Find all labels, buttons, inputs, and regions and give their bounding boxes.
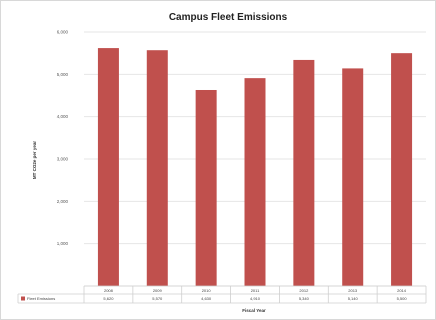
y-tick-label: 3,000 bbox=[57, 157, 69, 162]
category-label: 2013 bbox=[348, 288, 358, 293]
chart-title: Campus Fleet Emissions bbox=[169, 12, 288, 23]
bar-2009 bbox=[146, 50, 168, 286]
value-label: 4,630 bbox=[201, 296, 212, 301]
y-axis-label: MT CO2e per year bbox=[32, 141, 37, 180]
category-label: 2010 bbox=[202, 288, 212, 293]
bar-2008 bbox=[97, 48, 119, 286]
bar-2014 bbox=[391, 53, 413, 286]
legend-label: Fleet Emissions bbox=[27, 296, 55, 301]
bars bbox=[97, 48, 413, 286]
category-label: 2008 bbox=[104, 288, 114, 293]
legend-swatch bbox=[21, 296, 25, 301]
bar-2012 bbox=[293, 59, 315, 286]
data-table: Fleet Emissions 2008 5,620 2009 5,570 2010 4,6… bbox=[17, 285, 427, 304]
category-label: 2014 bbox=[397, 288, 407, 293]
x-axis-label: Fiscal Year bbox=[242, 308, 266, 313]
category-label: 2009 bbox=[153, 288, 163, 293]
y-tick-label: 5,000 bbox=[57, 72, 69, 77]
y-tick-label: 6,000 bbox=[57, 30, 69, 35]
y-tick-label: 1,000 bbox=[57, 241, 69, 246]
value-label: 4,910 bbox=[250, 296, 261, 301]
y-axis-ticks: 1,000 2,000 3,000 4,000 5,000 6,000 bbox=[57, 30, 69, 247]
value-label: 5,500 bbox=[397, 296, 408, 301]
category-label: 2012 bbox=[299, 288, 309, 293]
category-label: 2011 bbox=[251, 288, 260, 293]
bar-2010 bbox=[195, 89, 217, 286]
value-label: 5,620 bbox=[103, 296, 114, 301]
bar-2013 bbox=[342, 68, 364, 286]
y-tick-label: 2,000 bbox=[57, 199, 69, 204]
bar-2011 bbox=[244, 78, 266, 286]
y-tick-label: 4,000 bbox=[57, 114, 69, 119]
value-label: 5,140 bbox=[348, 296, 359, 301]
value-label: 5,570 bbox=[152, 296, 163, 301]
value-label: 5,340 bbox=[299, 296, 310, 301]
